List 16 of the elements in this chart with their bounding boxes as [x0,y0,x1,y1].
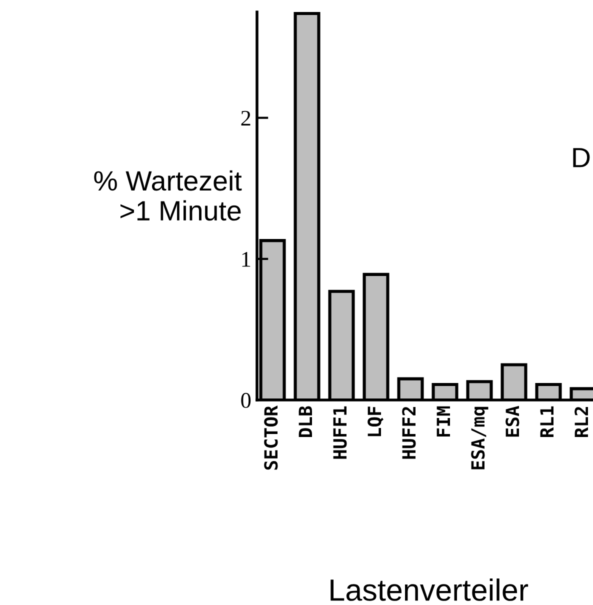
x-tick-label: FIM [436,406,450,437]
x-tick-label: DLB [298,406,312,437]
annotation: D [573,148,590,168]
x-tick-label: LQF [368,406,384,436]
y-axis-title: % Wartezeit >1 Minute [94,170,242,221]
x-tick-label: RL1 [540,406,554,437]
x-tick-label: HUFF2 [402,407,416,459]
y-tick-label: 1 [242,252,250,267]
y-tick-label: 2 [241,110,250,126]
x-tick-label: HUFF1 [333,406,347,459]
x-axis-title: Lastenverteiler [330,578,528,601]
x-tick-label: ESA/mq [471,406,488,470]
y-tick-label: 0 [241,392,251,408]
x-tick-label: SECTOR [264,406,278,470]
x-tick-label: RL2 [574,407,588,437]
x-tick-label: ESA [506,406,520,437]
